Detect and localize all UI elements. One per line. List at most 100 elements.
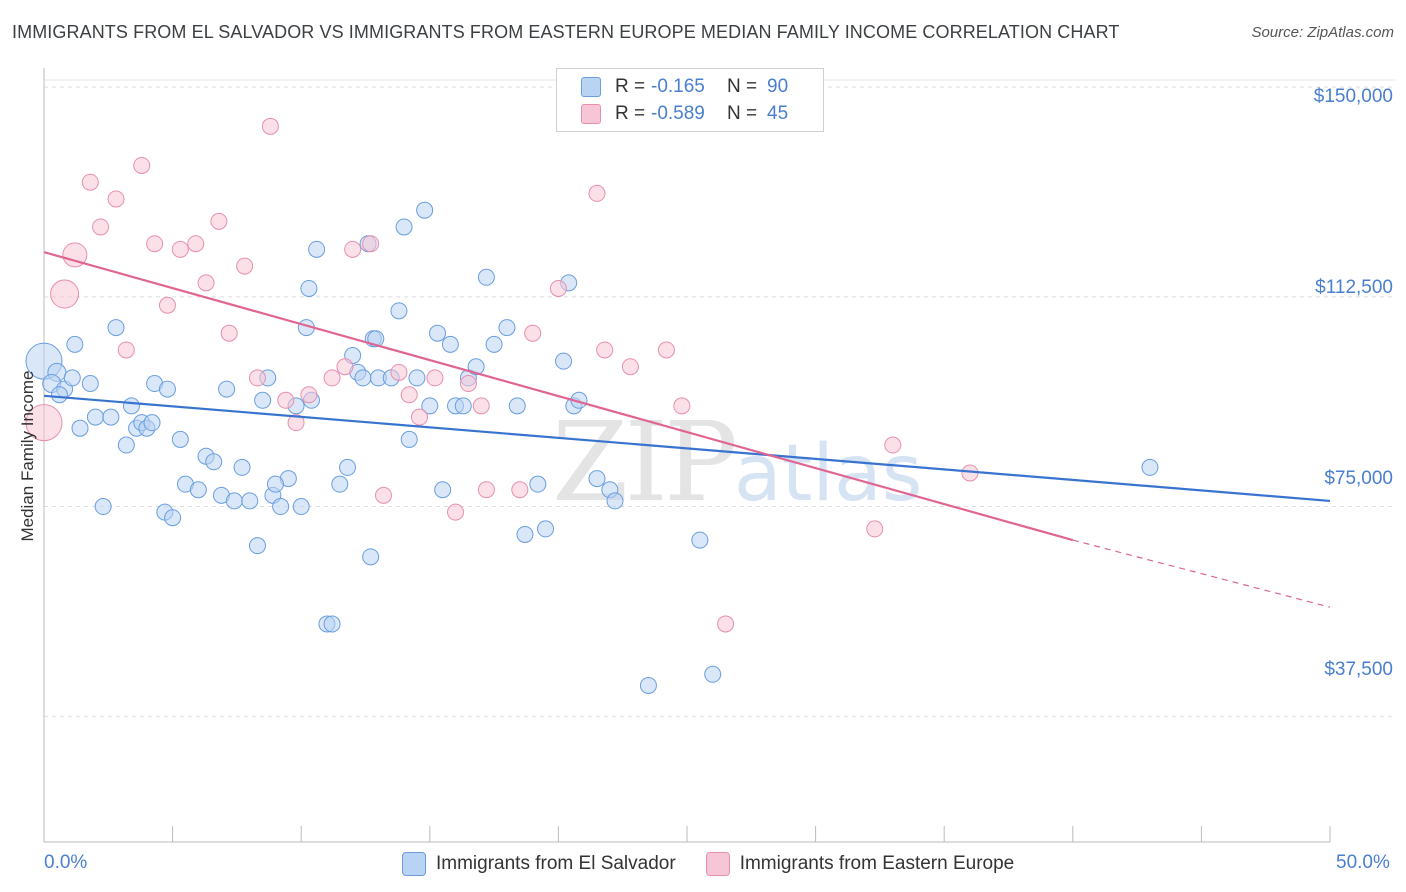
eastern-europe-point xyxy=(588,184,606,202)
el-salvador-point xyxy=(606,492,624,510)
el-salvador-point xyxy=(704,665,722,683)
series-el-salvador-points xyxy=(25,201,1159,694)
el-salvador-point xyxy=(508,397,526,415)
el-salvador-point xyxy=(390,302,408,320)
el-salvador-point xyxy=(300,279,318,297)
el-salvador-point xyxy=(122,397,140,415)
n-label: N = xyxy=(727,76,758,97)
eastern-europe-point xyxy=(277,391,295,409)
eastern-europe-point xyxy=(477,481,495,499)
r-value: -0.589 xyxy=(651,103,705,124)
x-tick-label: 50.0% xyxy=(1336,852,1390,873)
el-salvador-point xyxy=(189,481,207,499)
eastern-europe-point xyxy=(323,369,341,387)
el-salvador-point xyxy=(421,397,439,415)
eastern-europe-point xyxy=(673,397,691,415)
blue-swatch xyxy=(402,852,426,876)
y-tick-label: $75,000 xyxy=(1324,468,1393,489)
el-salvador-point xyxy=(454,397,472,415)
eastern-europe-point xyxy=(472,397,490,415)
el-salvador-point xyxy=(323,615,341,633)
eastern-europe-point xyxy=(210,212,228,230)
correlation-legend: R = -0.165 N = 90 R = -0.589 N = 45 xyxy=(556,68,824,132)
el-salvador-point xyxy=(254,391,272,409)
eastern-europe-point xyxy=(158,296,176,314)
el-salvador-point xyxy=(555,352,573,370)
eastern-europe-point xyxy=(362,235,380,253)
eastern-europe-point xyxy=(236,257,254,275)
y-tick-label: $37,500 xyxy=(1324,659,1393,680)
source-label: Source: ZipAtlas.com xyxy=(1251,24,1394,41)
el-salvador-point xyxy=(63,369,81,387)
series-legend: Immigrants from El Salvador Immigrants f… xyxy=(402,852,1044,876)
el-salvador-point xyxy=(1141,458,1159,476)
y-axis-label: Median Family Income xyxy=(18,370,37,542)
pink-swatch xyxy=(581,104,601,124)
el-salvador-point xyxy=(205,453,223,471)
eastern-europe-point xyxy=(187,235,205,253)
eastern-europe-point xyxy=(133,156,151,174)
eastern-europe-point xyxy=(171,240,189,258)
legend-row-el-salvador: R = -0.165 N = 90 xyxy=(581,75,788,99)
x-tick-label: 0.0% xyxy=(44,852,88,873)
el-salvador-point xyxy=(529,475,547,493)
eastern-europe-point xyxy=(344,240,362,258)
r-value: -0.165 xyxy=(651,76,705,97)
el-salvador-point xyxy=(81,375,99,393)
el-salvador-point xyxy=(158,380,176,398)
el-salvador-point xyxy=(272,498,290,516)
el-salvador-point xyxy=(86,408,104,426)
el-salvador-point xyxy=(117,436,135,454)
el-salvador-point xyxy=(71,419,89,437)
eastern-europe-point xyxy=(261,117,279,135)
el-salvador-point xyxy=(218,380,236,398)
eastern-europe-point xyxy=(426,369,444,387)
eastern-europe-point xyxy=(657,341,675,359)
el-salvador-point xyxy=(354,369,372,387)
el-salvador-point xyxy=(498,319,516,337)
el-salvador-point xyxy=(485,335,503,353)
eastern-europe-point xyxy=(524,324,542,342)
el-salvador-point xyxy=(441,335,459,353)
el-salvador-point xyxy=(416,201,434,219)
chart-title: IMMIGRANTS FROM EL SALVADOR VS IMMIGRANT… xyxy=(12,22,1120,42)
r-label: R = xyxy=(615,103,646,124)
eastern-europe-trend-line xyxy=(43,251,1074,542)
el-salvador-point xyxy=(50,386,68,404)
el-salvador-point xyxy=(338,458,356,476)
el-salvador-point xyxy=(537,520,555,538)
legend-item-eastern-europe[interactable]: Immigrants from Eastern Europe xyxy=(705,852,1015,876)
y-tick-label: $112,500 xyxy=(1315,277,1393,298)
el-salvador-point xyxy=(400,430,418,448)
el-salvador-point xyxy=(107,319,125,337)
el-salvador-point xyxy=(66,335,84,353)
eastern-europe-point xyxy=(717,615,735,633)
eastern-europe-point xyxy=(146,235,164,253)
eastern-europe-point xyxy=(81,173,99,191)
eastern-europe-point xyxy=(866,520,884,538)
eastern-europe-point xyxy=(117,341,135,359)
legend-item-el-salvador[interactable]: Immigrants from El Salvador xyxy=(402,852,676,876)
el-salvador-point xyxy=(434,481,452,499)
el-salvador-point xyxy=(429,324,447,342)
eastern-europe-point xyxy=(220,324,238,342)
el-salvador-point xyxy=(395,218,413,236)
eastern-europe-point xyxy=(62,242,88,268)
el-salvador-point xyxy=(477,268,495,286)
eastern-europe-point xyxy=(300,386,318,404)
eastern-europe-point xyxy=(107,190,125,208)
el-salvador-point xyxy=(308,240,326,258)
axes xyxy=(43,68,1331,843)
el-salvador-point xyxy=(588,470,606,488)
el-salvador-point xyxy=(467,358,485,376)
n-value: 90 xyxy=(767,76,789,97)
legend-label: Immigrants from Eastern Europe xyxy=(739,853,1015,874)
el-salvador-point xyxy=(266,475,284,493)
el-salvador-point xyxy=(362,548,380,566)
el-salvador-point xyxy=(248,537,266,555)
el-salvador-point xyxy=(233,458,251,476)
el-salvador-point xyxy=(225,492,243,510)
el-salvador-point xyxy=(691,531,709,549)
el-salvador-trend-line xyxy=(43,394,1331,503)
